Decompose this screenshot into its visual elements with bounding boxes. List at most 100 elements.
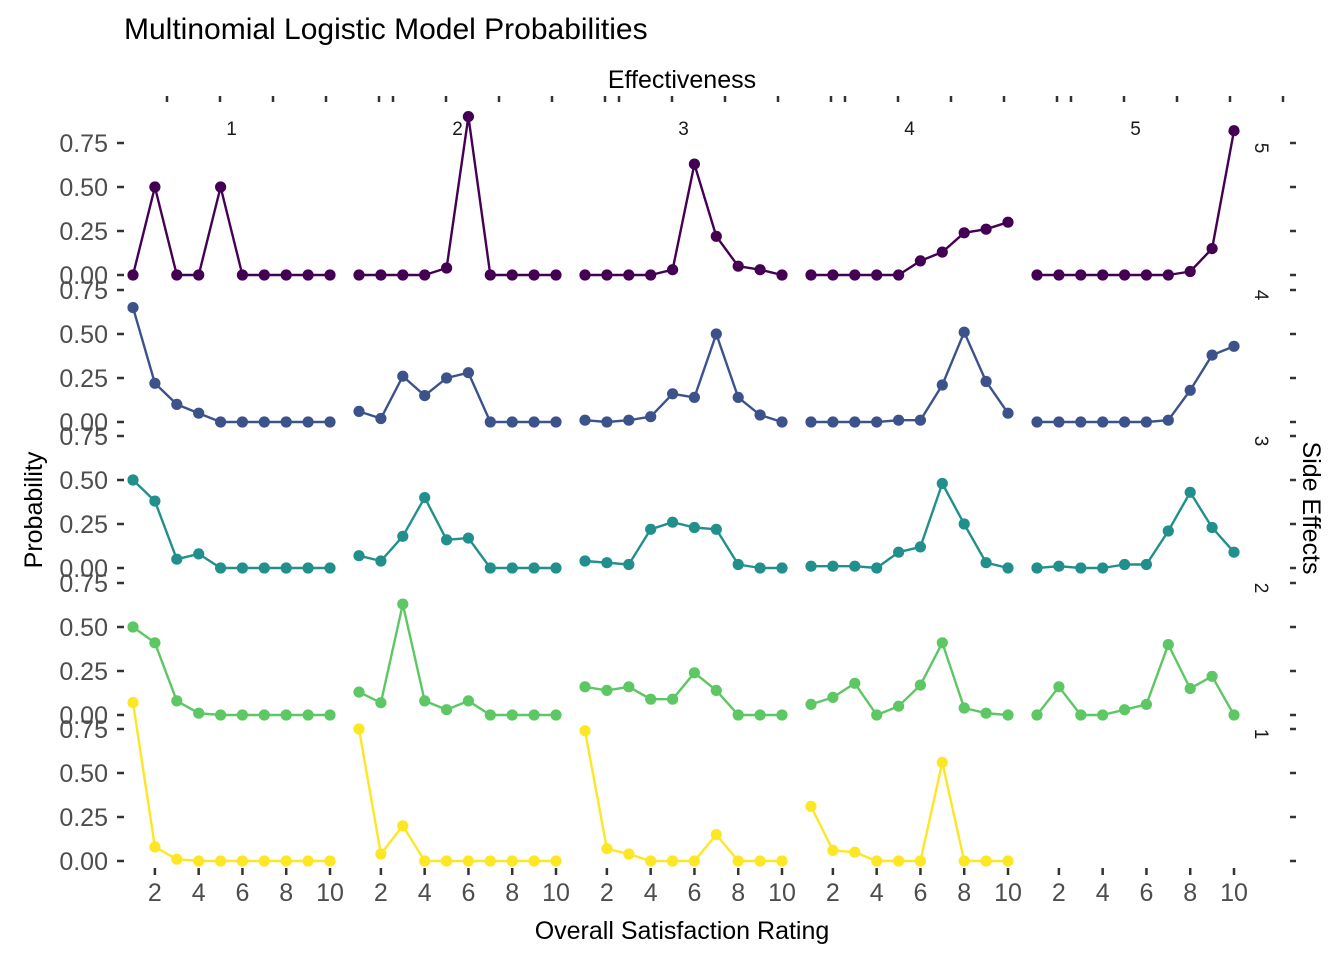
- data-point: [1184, 486, 1196, 498]
- data-point: [827, 560, 839, 572]
- x-tick-label: 10: [768, 879, 796, 907]
- data-point: [419, 855, 431, 867]
- data-point: [601, 684, 613, 697]
- data-point: [441, 704, 453, 716]
- y-tick-label: 0.25: [59, 365, 108, 393]
- data-point: [1097, 269, 1109, 281]
- data-point: [667, 264, 679, 276]
- data-point: [827, 269, 839, 281]
- data-point: [754, 562, 766, 574]
- data-point: [149, 495, 161, 507]
- data-point: [236, 562, 248, 574]
- data-point: [484, 269, 496, 281]
- data-point: [754, 709, 766, 721]
- data-point: [579, 414, 591, 426]
- data-point: [645, 523, 657, 535]
- y-tick-label: 0.00: [59, 409, 108, 437]
- data-point: [324, 416, 336, 428]
- data-point: [893, 269, 905, 281]
- x-tick-label: 6: [687, 879, 701, 907]
- data-point: [215, 181, 227, 193]
- data-point: [579, 555, 591, 567]
- data-point: [688, 391, 701, 403]
- x-axis-title: Overall Satisfaction Rating: [535, 917, 830, 945]
- x-tick-label: 4: [870, 879, 884, 907]
- data-point: [258, 416, 270, 428]
- column-strip-label: 5: [1130, 119, 1141, 140]
- data-point: [462, 855, 474, 867]
- data-point: [871, 709, 883, 721]
- data-point: [871, 269, 883, 281]
- data-point: [827, 416, 839, 428]
- data-point: [484, 562, 496, 574]
- data-point: [484, 416, 496, 428]
- data-point: [1053, 416, 1065, 428]
- data-point: [754, 409, 766, 421]
- data-point: [1053, 560, 1065, 572]
- data-point: [754, 855, 766, 867]
- data-point: [893, 414, 905, 426]
- data-point: [462, 532, 474, 544]
- column-strip-label: 3: [678, 119, 689, 140]
- data-point: [462, 367, 474, 379]
- data-point: [914, 679, 927, 691]
- data-point: [776, 855, 788, 867]
- data-point: [149, 377, 161, 389]
- data-point: [324, 855, 336, 867]
- x-tick-label: 10: [994, 879, 1022, 907]
- data-point: [849, 677, 861, 689]
- series-line-side-effects-1-effectiveness-4: [809, 761, 1008, 863]
- y-tick-label: 0.25: [59, 218, 108, 246]
- data-point: [353, 269, 365, 281]
- data-point: [484, 855, 496, 867]
- data-point: [171, 695, 183, 707]
- x-tick-label: 8: [957, 879, 971, 907]
- x-tick-label: 6: [913, 879, 927, 907]
- data-point: [215, 709, 227, 721]
- data-point: [732, 558, 744, 571]
- data-point: [127, 697, 139, 709]
- data-point: [397, 269, 409, 281]
- data-point: [601, 269, 613, 281]
- x-tick-label: 8: [1183, 879, 1197, 907]
- data-point: [1206, 670, 1218, 682]
- y-tick-label: 0.75: [59, 716, 108, 744]
- series-line-side-effects-5-effectiveness-2: [359, 115, 556, 277]
- data-point: [462, 695, 474, 707]
- data-point: [215, 416, 227, 428]
- data-point: [462, 111, 474, 123]
- data-point: [688, 158, 701, 170]
- series-line-side-effects-2-effectiveness-5: [1036, 643, 1236, 717]
- data-point: [776, 269, 788, 281]
- data-point: [667, 388, 679, 400]
- y-tick-label: 0.50: [59, 760, 108, 788]
- data-point: [302, 269, 314, 281]
- row-strip-label: 5: [1250, 143, 1271, 154]
- series-line-side-effects-1-effectiveness-3: [583, 730, 782, 863]
- data-point: [1119, 704, 1131, 716]
- data-point: [280, 562, 292, 574]
- data-point: [375, 555, 387, 567]
- data-point: [936, 637, 948, 649]
- data-point: [1097, 709, 1109, 721]
- data-point: [732, 391, 744, 403]
- data-point: [1119, 416, 1131, 428]
- data-point: [579, 725, 591, 737]
- series-line-side-effects-4-effectiveness-4: [811, 331, 1009, 424]
- column-strip-label: 4: [904, 119, 915, 140]
- data-point: [397, 598, 409, 610]
- y-tick-label: 0.75: [59, 130, 108, 158]
- data-point: [1140, 698, 1152, 711]
- data-point: [936, 477, 948, 490]
- data-point: [258, 562, 270, 574]
- column-strip-label: 1: [226, 119, 237, 140]
- series-line-side-effects-1-effectiveness-2: [357, 728, 556, 863]
- data-point: [375, 697, 387, 709]
- data-point: [710, 684, 722, 697]
- data-point: [1097, 416, 1109, 428]
- data-point: [127, 621, 139, 633]
- x-tick-label: 4: [192, 879, 206, 907]
- data-point: [550, 855, 562, 867]
- series-line-side-effects-3-effectiveness-4: [811, 482, 1009, 570]
- series-line-side-effects-5-effectiveness-5: [1037, 130, 1236, 277]
